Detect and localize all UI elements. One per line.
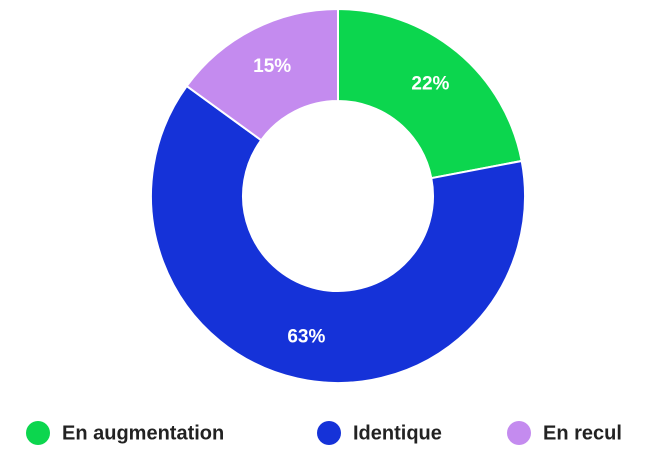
legend-swatch [317,421,341,445]
legend-label: En augmentation [62,422,224,444]
slice-label: 15% [253,56,291,77]
legend-swatch [507,421,531,445]
legend-label: En recul [543,422,622,444]
donut-slice [185,7,339,142]
donut-slice [150,84,526,384]
slice-label: 63% [287,327,325,348]
legend-label: Identique [353,422,442,444]
slice-label: 22% [411,73,449,94]
legend-swatch [26,421,50,445]
donut-slice [337,7,523,180]
